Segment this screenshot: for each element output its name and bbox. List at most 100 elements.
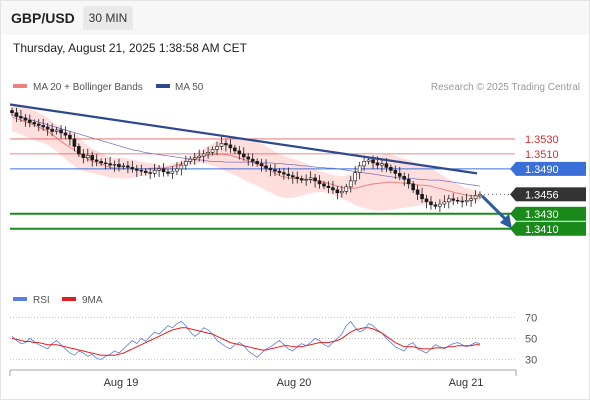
symbol-label: GBP/USD	[11, 10, 75, 26]
candle-body	[184, 161, 188, 166]
candle-body	[455, 200, 460, 202]
candle-body	[438, 203, 442, 207]
timestamp: Thursday, August 21, 2025 1:38:58 AM CET	[13, 41, 247, 55]
candle-body	[246, 156, 251, 160]
candle-body	[464, 200, 469, 203]
candle-body	[478, 194, 482, 197]
candle-body	[68, 134, 72, 140]
candle-body	[353, 172, 358, 182]
candle-body	[415, 189, 420, 195]
interval-button[interactable]: 30 MIN	[83, 6, 133, 30]
candle-body	[317, 180, 322, 185]
candle-body	[50, 128, 54, 132]
rsi-line	[11, 320, 481, 360]
last-price-tag	[516, 187, 586, 202]
candle-body	[197, 155, 201, 158]
legend-label-rsi: RSI	[33, 295, 50, 306]
candle-body	[81, 153, 86, 158]
rsi-tick-label: 50	[525, 333, 537, 345]
candle-body	[277, 170, 282, 173]
forecast-arrow-shaft	[480, 194, 510, 223]
candle-body	[45, 126, 50, 130]
candle-body	[366, 159, 371, 162]
candle-body	[161, 168, 166, 173]
candle-body	[237, 150, 242, 155]
candle-body	[59, 129, 63, 134]
support-label: 1.3430	[525, 209, 559, 221]
candle-body	[14, 112, 19, 117]
last-price-label: 1.3456	[525, 189, 559, 201]
candle-body	[188, 158, 193, 162]
candle-body	[295, 176, 300, 179]
candle-body	[166, 171, 170, 174]
candle-body	[117, 164, 121, 167]
legend-label-ma50: MA 50	[175, 82, 204, 93]
candle-body	[41, 125, 46, 128]
candle-body	[215, 146, 219, 150]
trendline	[9, 103, 478, 175]
legend-swatch-ma50	[156, 84, 170, 88]
candle-body	[139, 170, 144, 172]
candle-body	[380, 163, 384, 166]
candle-body	[384, 163, 389, 168]
candle-body	[286, 173, 291, 176]
forecast-arrow-head	[500, 213, 512, 229]
candle-body	[228, 144, 233, 149]
candle-body	[290, 175, 295, 178]
candle-body	[402, 176, 407, 180]
candle-body	[326, 185, 331, 188]
support-tag-pointer	[510, 206, 516, 221]
candle-body	[94, 159, 99, 162]
candle-body	[103, 162, 108, 164]
resistance-label: 1.3530	[525, 134, 559, 146]
legend-label-rsi-ma: 9MA	[82, 295, 103, 306]
candle-body	[90, 155, 95, 161]
candle-body	[268, 167, 273, 170]
candle-body	[331, 187, 335, 191]
candle-body	[63, 132, 68, 136]
candle-body	[411, 183, 415, 191]
candle-body	[362, 161, 366, 167]
support-tag	[516, 206, 586, 221]
candle-body	[10, 110, 14, 114]
candle-body	[446, 198, 451, 203]
candle-body	[233, 147, 237, 152]
candle-body	[219, 143, 224, 147]
rsi-tick-label: 30	[525, 354, 537, 366]
candle-body	[19, 116, 23, 119]
candle-body	[206, 152, 210, 155]
candle-body	[313, 177, 317, 182]
support-tag	[516, 221, 586, 236]
candle-body	[259, 163, 264, 167]
legend-swatch-ma20	[13, 84, 27, 88]
candle-body	[473, 195, 478, 200]
rsi-ma-line	[11, 327, 480, 356]
candle-body	[135, 168, 139, 171]
ma50-line	[11, 114, 481, 187]
support-tag-pointer	[510, 221, 516, 236]
candle-body	[85, 155, 90, 158]
candle-body	[23, 117, 28, 121]
candle-body	[121, 165, 126, 167]
candle-body	[112, 164, 117, 166]
candle-body	[308, 177, 313, 180]
candle-body	[304, 179, 308, 181]
candle-body	[201, 153, 206, 157]
candle-body	[397, 173, 402, 177]
bollinger-band-fill	[12, 103, 480, 211]
candle-body	[348, 180, 353, 188]
support-label: 1.3410	[525, 224, 559, 236]
ma20-line	[11, 116, 481, 198]
candle-body	[322, 183, 326, 187]
x-tick-label: Aug 20	[277, 377, 312, 389]
candle-body	[433, 204, 438, 207]
candle-body	[72, 138, 77, 147]
candle-body	[255, 161, 259, 164]
legend-swatch-rsi	[13, 297, 27, 301]
candle-body	[424, 198, 429, 203]
candle-body	[371, 159, 375, 164]
candle-body	[241, 153, 246, 158]
candle-body	[460, 200, 464, 203]
